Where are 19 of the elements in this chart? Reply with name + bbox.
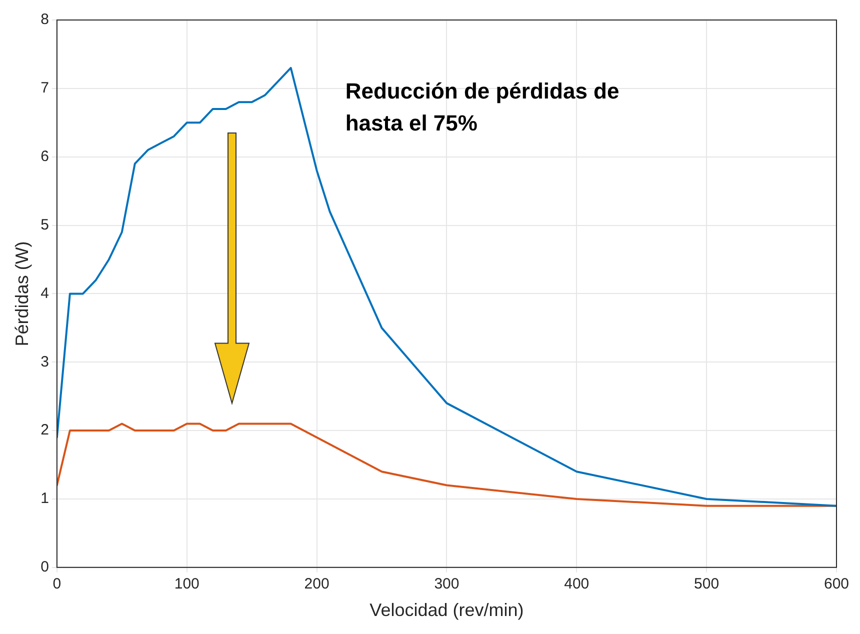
x-tick-label: 400 [564,576,590,593]
x-tick-label: 0 [52,576,62,593]
y-tick-label: 1 [40,490,49,508]
y-tick-label: 3 [40,353,49,370]
y-tick-label: 0 [40,558,49,576]
annotation: Reducción de pérdidas de hasta el 75% [345,78,620,136]
x-tick-label: 200 [304,576,330,593]
y-tick-label: 7 [40,80,49,97]
x-tick-label: 500 [694,576,720,593]
x-axis-title: Velocidad (rev/min) [370,600,524,620]
x-tick-label: 100 [174,576,200,593]
y-tick-label: 8 [40,11,49,28]
y-axis-title: Pérdidas (W) [12,241,32,346]
y-tick-label: 6 [40,148,49,165]
y-tick-label: 5 [40,216,49,234]
y-tick-label: 4 [40,284,49,302]
y-tick-label: 2 [40,422,49,439]
x-tick-label: 600 [824,576,849,593]
x-tick-label: 300 [434,576,460,593]
